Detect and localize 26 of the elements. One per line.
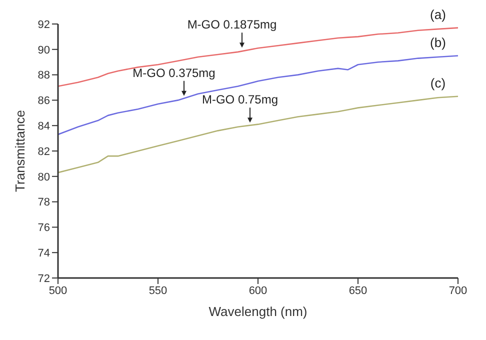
y-tick-label: 74	[38, 248, 50, 260]
y-tick-label: 90	[38, 44, 50, 56]
y-tick-label: 92	[38, 18, 50, 31]
y-tick-label: 84	[38, 120, 50, 133]
y-tick-label: 78	[38, 196, 50, 209]
x-tick-label: 650	[348, 284, 368, 297]
y-tick-label: 82	[38, 146, 50, 158]
y-tick-label: 76	[38, 222, 50, 234]
x-axis-title: Wavelength (nm)	[208, 304, 308, 319]
annotation: M-GO 0.1875mg	[187, 18, 277, 32]
y-tick-label: 88	[38, 70, 50, 82]
y-tick-label: 80	[38, 171, 50, 184]
series-label: (b)	[430, 35, 446, 50]
annotation: M-GO 0.75mg	[202, 92, 278, 107]
x-tick-label: 500	[48, 284, 68, 297]
annotation: M-GO 0.375mg	[132, 66, 216, 80]
line-series	[58, 96, 458, 174]
series-label: (c)	[430, 76, 446, 91]
x-tick-label: 550	[148, 284, 168, 297]
y-tick-label: 86	[38, 95, 50, 108]
x-tick-label: 700	[448, 284, 468, 297]
y-tick-label: 72	[38, 272, 50, 285]
x-tick-label: 600	[248, 284, 268, 297]
line-series	[58, 55, 458, 136]
series-label: (a)	[430, 7, 446, 22]
y-axis-title: Transmittance	[12, 110, 28, 192]
